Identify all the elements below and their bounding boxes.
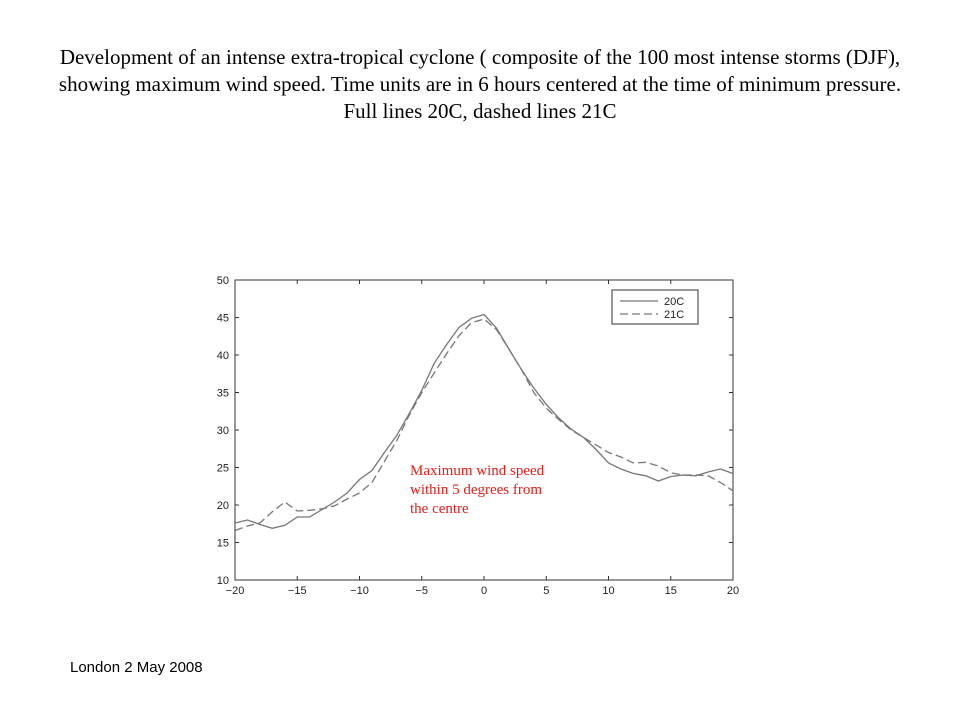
slide-footer: London 2 May 2008 (70, 659, 203, 676)
series-line-21c (234, 318, 734, 532)
y-tick-label: 35 (217, 388, 229, 400)
legend-box (611, 289, 699, 325)
x-tick-label: 0 (481, 585, 487, 597)
slide-title: Development of an intense extra-tropical… (58, 45, 902, 123)
x-tick-label: 10 (602, 585, 614, 597)
chart-panel: 10 15 20 25 30 35 40 45 50 −20 −15 −10 −5 0 5 10 15 20 20C… (200, 266, 760, 606)
wind-speed-chart: 10 15 20 25 30 35 40 45 50 −20 −15 −10 −5 0 5 10 15 20 20C… (217, 275, 739, 597)
y-tick-label: 10 (217, 575, 229, 587)
y-tick-label: 40 (217, 350, 229, 362)
y-tick-label: 20 (217, 500, 229, 512)
y-tick-label: 45 (217, 313, 229, 325)
y-tick-label: 50 (217, 275, 229, 287)
series-line-20c (234, 313, 734, 529)
x-tick-label: −5 (415, 585, 428, 597)
legend-label-20c: 20C (664, 296, 684, 308)
chart-annotation: Maximum wind speed within 5 degrees from… (410, 463, 545, 517)
legend-label-21c: 21C (664, 309, 684, 321)
y-tick-label: 30 (217, 425, 229, 437)
x-tick-label: 20 (727, 585, 739, 597)
y-tick-label: 25 (217, 463, 229, 475)
x-tick-label: −15 (288, 585, 307, 597)
x-tick-label: 5 (543, 585, 549, 597)
plot-frame (234, 279, 734, 581)
y-tick-label: 15 (217, 538, 229, 550)
x-tick-label: −10 (350, 585, 369, 597)
x-tick-label: 15 (665, 585, 677, 597)
x-tick-label: −20 (226, 585, 245, 597)
